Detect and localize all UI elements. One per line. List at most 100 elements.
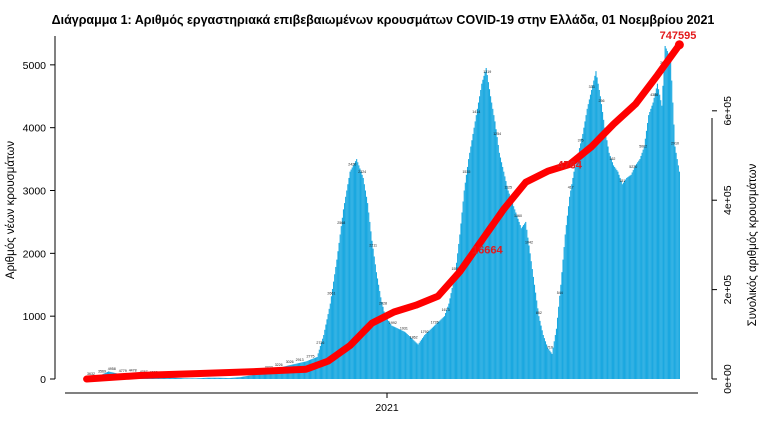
daily-cases-bar bbox=[188, 378, 190, 379]
daily-cases-bar bbox=[336, 259, 338, 379]
daily-cases-bar bbox=[221, 377, 223, 379]
daily-cases-bar bbox=[502, 166, 504, 379]
daily-cases-bar bbox=[416, 343, 418, 379]
daily-cases-bar bbox=[542, 335, 544, 379]
daily-cases-bar bbox=[524, 223, 526, 379]
bar-value-label: 1060 bbox=[514, 214, 522, 218]
daily-cases-bar bbox=[636, 163, 638, 379]
daily-cases-bar bbox=[324, 329, 326, 379]
y-axis-tick-label: 1000 bbox=[23, 311, 47, 323]
daily-cases-bar bbox=[222, 377, 224, 379]
daily-cases-bar bbox=[623, 181, 626, 379]
daily-cases-bar bbox=[225, 377, 227, 379]
daily-cases-bar bbox=[546, 344, 548, 379]
daily-cases-bar bbox=[615, 168, 617, 379]
daily-cases-bar bbox=[508, 193, 510, 379]
daily-cases-bar bbox=[203, 377, 205, 379]
bar-value-label: 4386 bbox=[650, 93, 658, 97]
daily-cases-bar bbox=[483, 75, 485, 379]
daily-cases-bar bbox=[256, 373, 258, 379]
daily-cases-bar bbox=[453, 277, 455, 379]
daily-cases-bar bbox=[173, 377, 175, 379]
daily-cases-bar bbox=[594, 75, 596, 379]
daily-cases-bar bbox=[397, 328, 399, 379]
daily-cases-bar bbox=[243, 376, 245, 379]
daily-cases-bar bbox=[267, 370, 269, 379]
daily-cases-bar bbox=[189, 378, 191, 379]
cumulative-end-point bbox=[674, 40, 684, 50]
y2-axis-tick-label: 4e+05 bbox=[722, 185, 734, 215]
daily-cases-bar bbox=[271, 369, 273, 379]
daily-cases-bar bbox=[205, 377, 207, 379]
daily-cases-bar bbox=[191, 378, 193, 379]
daily-cases-bar bbox=[341, 217, 343, 379]
daily-cases-bar bbox=[434, 325, 436, 379]
daily-cases-bar bbox=[599, 96, 601, 379]
bar-value-label: 1673 bbox=[442, 308, 450, 312]
y-axis-tick-label: 5000 bbox=[23, 60, 47, 72]
bar-value-label: 162 bbox=[609, 157, 615, 161]
daily-cases-bar bbox=[362, 177, 364, 379]
daily-cases-bar bbox=[241, 376, 244, 379]
daily-cases-bar bbox=[412, 339, 414, 379]
daily-cases-bar bbox=[327, 314, 329, 379]
daily-cases-bar bbox=[400, 329, 402, 379]
daily-cases-bar bbox=[406, 333, 408, 379]
daily-cases-bar bbox=[570, 190, 572, 379]
daily-cases-bar bbox=[463, 190, 465, 379]
daily-cases-bar bbox=[468, 159, 470, 379]
daily-cases-bar bbox=[447, 306, 449, 379]
bar-value-label: 2726 bbox=[316, 341, 324, 345]
daily-cases-bar bbox=[415, 342, 417, 379]
bar-value-label: 1042 bbox=[525, 241, 533, 245]
daily-cases-bar bbox=[618, 174, 620, 379]
daily-cases-bar bbox=[365, 196, 368, 379]
daily-cases-bar bbox=[261, 372, 263, 379]
daily-cases-bar bbox=[445, 313, 447, 379]
daily-cases-bar bbox=[659, 94, 661, 379]
daily-cases-bar bbox=[207, 377, 210, 379]
daily-cases-bar bbox=[360, 171, 362, 379]
daily-cases-bar bbox=[382, 306, 384, 379]
bar-value-label: 333 bbox=[589, 85, 595, 89]
daily-cases-bar bbox=[429, 329, 431, 379]
daily-cases-bar bbox=[586, 108, 588, 379]
daily-cases-bar bbox=[668, 56, 671, 380]
daily-cases-bar bbox=[522, 225, 525, 379]
bars-group bbox=[86, 46, 680, 380]
daily-cases-bar bbox=[375, 272, 377, 379]
daily-cases-bar bbox=[539, 320, 541, 379]
daily-cases-bar bbox=[607, 146, 609, 379]
axes-group: 0 1000 2000 3000 4000 5000 0e+00 2e+05 4e+05 6e+0… bbox=[23, 36, 734, 414]
daily-cases-bar bbox=[654, 93, 656, 380]
daily-cases-bar bbox=[438, 321, 440, 379]
daily-cases-bar bbox=[530, 261, 532, 379]
daily-cases-bar bbox=[597, 83, 599, 379]
daily-cases-bar bbox=[216, 377, 218, 379]
daily-cases-bar bbox=[257, 373, 259, 379]
daily-cases-bar bbox=[239, 377, 241, 379]
daily-cases-bar bbox=[361, 174, 363, 379]
daily-cases-bar bbox=[184, 378, 186, 379]
bar-value-label: 710 bbox=[547, 346, 553, 350]
daily-cases-bar bbox=[591, 89, 593, 379]
daily-cases-bar bbox=[236, 377, 238, 379]
daily-cases-bar bbox=[339, 234, 341, 379]
daily-cases-bar bbox=[464, 182, 466, 379]
bar-value-label: 3632 bbox=[87, 372, 95, 376]
cumulative-line-group bbox=[83, 40, 684, 383]
bar-value-label: 256 bbox=[599, 99, 605, 103]
daily-cases-bar bbox=[662, 85, 664, 379]
daily-cases-bar bbox=[492, 108, 494, 379]
daily-cases-bar bbox=[565, 225, 567, 379]
daily-cases-bar bbox=[631, 172, 633, 379]
daily-cases-bar bbox=[194, 378, 196, 379]
bar-value-label: 376 bbox=[578, 138, 584, 142]
daily-cases-bar bbox=[369, 221, 371, 379]
daily-cases-bar bbox=[519, 225, 521, 379]
daily-cases-bar bbox=[226, 377, 228, 379]
daily-cases-bar bbox=[421, 338, 424, 379]
daily-cases-bar bbox=[223, 377, 225, 379]
daily-cases-bar bbox=[554, 335, 556, 379]
daily-cases-bar bbox=[516, 215, 518, 379]
